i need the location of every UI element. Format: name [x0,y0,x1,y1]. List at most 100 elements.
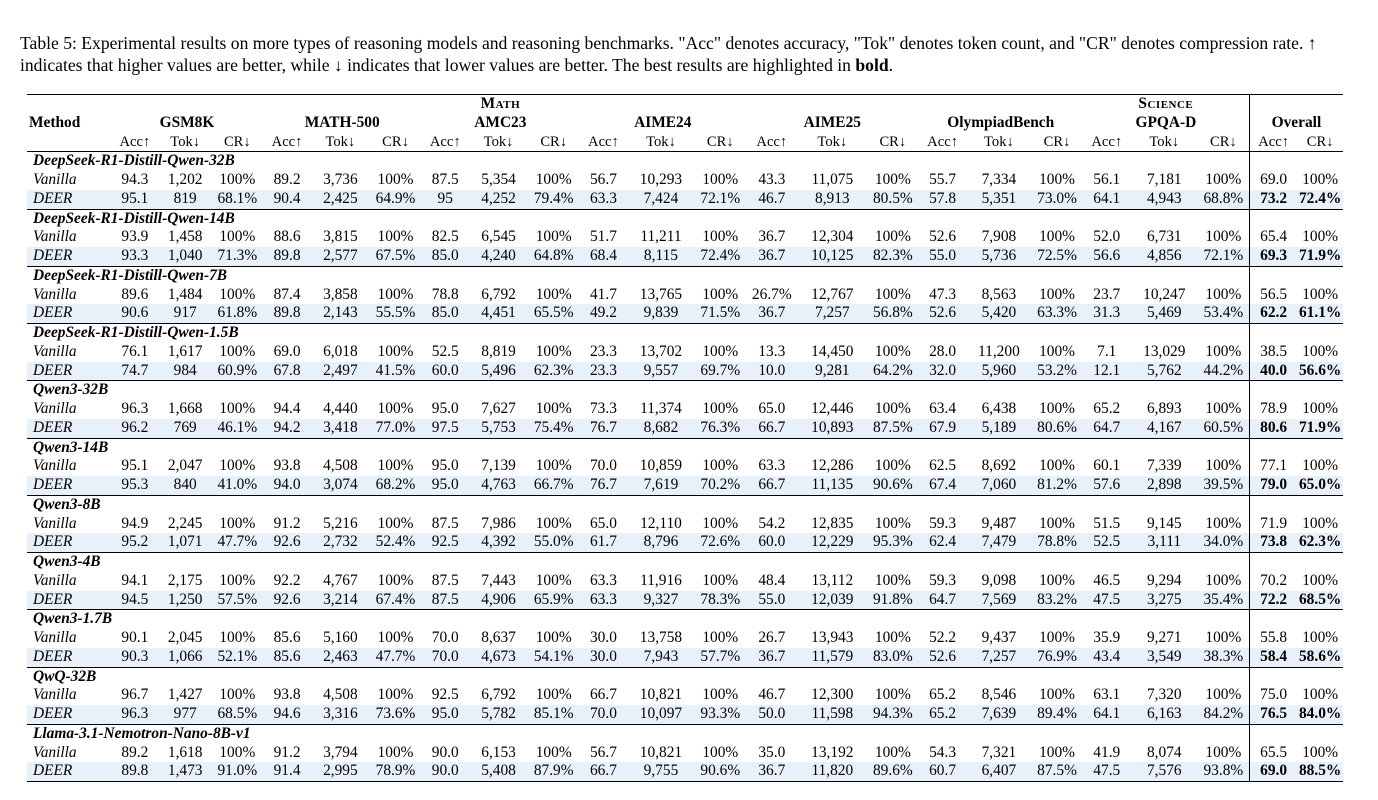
table-cell: 10,097 [627,705,695,725]
table-cell: 70.0 [421,647,470,667]
metric-tok-header: Tok↓ [158,132,212,153]
deer-row: DEER 74.7 984 60.9% 67.8 2,497 41.5% 60.0 5,496 6… [27,361,1343,381]
overall-cr-cell: 100% [1302,400,1339,417]
table-cell: 100% [219,629,256,646]
table-cell: 60.9% [211,361,264,381]
table-cell: 94.2 [263,418,312,438]
overall-cr-cell: 100% [1302,629,1339,646]
table-cell: 90.6% [867,476,919,496]
table-cell: 1,484 [167,285,203,303]
vanilla-row: Vanilla 94.1 2,175 100% 92.2 4,767 100% 87.5 7,4… [27,571,1343,591]
header-benchmark-row: Method GSM8K MATH-500 AMC23 AIME24 AIME2… [27,113,1343,133]
table-cell: 76.9% [1031,647,1083,667]
table-cell: 73.6% [369,705,422,725]
table-cell: 73.0% [1031,189,1083,209]
table-cell: 66.7 [746,476,798,496]
table-cell: 7,619 [627,476,695,496]
table-cell: 80.5% [867,189,919,209]
table-cell: 89.2 [121,743,149,761]
overall-cr-cell: 65.0% [1297,476,1343,496]
table-cell: 89.6% [867,762,919,783]
table-cell: 100% [535,285,572,303]
table-cell: 100% [1039,571,1075,589]
overall-cr-cell: 100% [1302,171,1339,188]
table-cell: 100% [874,171,911,188]
caption-bold-word: bold [855,55,889,75]
table-cell: 2,995 [311,762,370,783]
table-cell: 96.3 [110,705,159,725]
model-name: DeepSeek-R1-Distill-Qwen-14B [27,208,1250,229]
table-cell: 100% [377,457,414,475]
table-cell: 49.2 [579,304,628,324]
table-cell: 11,211 [640,228,682,246]
table-cell: 52.6 [918,304,967,324]
table-cell: 64.1 [1082,705,1131,725]
table-cell: 47.3 [929,285,957,303]
overall-acc-cell: 76.5 [1248,705,1298,725]
table-cell: 13,765 [639,285,683,303]
table-cell: 100% [874,686,911,704]
table-cell: 1,071 [158,533,212,553]
table-cell: 13,702 [639,342,683,360]
table-cell: 41.0% [211,476,264,496]
table-cell: 36.7 [746,762,798,783]
table-cell: 2,045 [167,629,203,646]
table-cell: 28.0 [929,342,957,360]
table-cell: 100% [1205,571,1242,589]
table-cell: 2,898 [1130,476,1198,496]
model-name: DeepSeek-R1-Distill-Qwen-32B [27,151,1250,171]
table-cell: 100% [1039,514,1075,532]
table-cell: 3,418 [311,418,370,438]
method-label: Vanilla [33,629,77,646]
table-cell: 77.0% [369,418,422,438]
table-cell: 46.7 [746,189,798,209]
table-cell: 34.0% [1197,533,1250,553]
table-cell: 100% [702,342,739,360]
table-cell: 94.9 [121,514,149,532]
overall-cr-cell: 68.5% [1297,590,1343,610]
table-cell: 87.9% [527,762,580,783]
table-cell: 4,508 [323,457,358,475]
table-cell: 2,143 [311,304,370,324]
table-cell: 75.4% [527,418,580,438]
table-cell: 83.0% [867,647,919,667]
table-cell: 67.4 [918,476,967,496]
table-cell: 6,163 [1130,705,1198,725]
overall-acc-cell: 65.4 [1248,228,1298,247]
table-cell: 63.3 [758,457,786,475]
metric-cr-header: CR↓ [211,132,264,153]
table-cell: 7,334 [981,171,1017,188]
table-cell: 100% [1039,342,1075,360]
table-cell: 92.6 [263,533,312,553]
vanilla-row: Vanilla 89.2 1,618 100% 91.2 3,794 100% 90.0 6,1… [27,743,1343,763]
method-label: DEER [27,418,111,438]
metric-acc-header: Acc↑ [918,132,967,153]
table-cell: 60.5% [1197,418,1250,438]
table-cell: 9,098 [981,571,1017,589]
table-cell: 3,858 [323,285,358,303]
table-cell: 8,913 [797,189,868,209]
header-empty [27,93,111,114]
overall-cr-cell: 100% [1302,228,1339,246]
table-cell: 8,637 [481,629,516,646]
table-cell: 7,569 [966,590,1032,610]
table-cell: 100% [1039,629,1075,646]
overall-cr-cell: 100% [1302,686,1339,704]
table-cell: 60.0 [421,361,470,381]
table-cell: 50.0 [746,705,798,725]
table-cell: 12.1 [1082,361,1131,381]
table-cell: 6,792 [481,686,516,704]
model-group-row: Qwen3-32B [27,380,1343,400]
table-cell: 9,437 [981,629,1017,646]
table-cell: 70.2% [694,476,747,496]
table-cell: 91.2 [273,514,301,532]
table-cell: 90.6% [694,762,747,783]
table-cell: 100% [1205,457,1242,475]
table-cell: 91.8% [867,590,919,610]
table-cell: 68.5% [211,705,264,725]
table-cell: 95.0 [421,705,470,725]
model-group-row: QwQ-32B [27,666,1343,687]
table-cell: 68.4 [579,247,628,267]
table-cell: 100% [377,743,414,761]
table-cell: 94.0 [263,476,312,496]
